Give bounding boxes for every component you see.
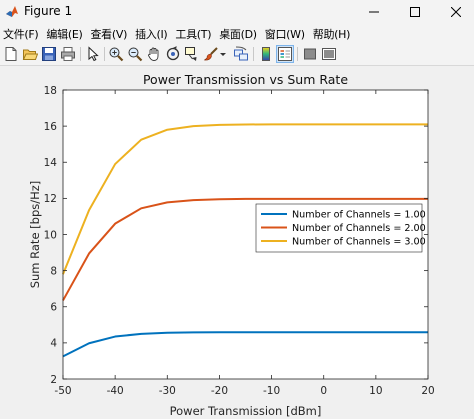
- open-file-icon: [22, 49, 38, 60]
- figure-toolbar: [0, 43, 474, 66]
- insert-colorbar-button[interactable]: [258, 46, 274, 62]
- menu-help[interactable]: 帮助(H): [312, 27, 351, 41]
- x-tick-label: -40: [107, 385, 124, 397]
- link-plot-button[interactable]: [233, 46, 249, 62]
- save-icon: [42, 47, 56, 61]
- x-tick-label: 10: [369, 385, 382, 397]
- open-file-button[interactable]: [22, 46, 38, 62]
- title-bar: Figure 1: [0, 0, 474, 24]
- legend-entry-2: Number of Channels = 2.00: [292, 223, 426, 234]
- y-tick-label: 6: [50, 302, 57, 314]
- x-tick-label: 20: [421, 385, 434, 397]
- toolbar-separator: [253, 47, 254, 61]
- menu-insert[interactable]: 插入(I): [135, 27, 168, 41]
- x-tick-label: -20: [211, 385, 228, 397]
- x-tick-label: -30: [159, 385, 176, 397]
- toolbar-separator: [297, 47, 298, 61]
- edit-plot-button[interactable]: [85, 46, 101, 62]
- zoom-out-icon: [128, 47, 143, 62]
- zoom-in-button[interactable]: [108, 46, 124, 62]
- minimize-button[interactable]: [356, 0, 392, 24]
- hide-plot-tools-icon: [304, 48, 316, 60]
- pan-icon: [148, 47, 159, 61]
- window-title: Figure 1: [24, 4, 73, 18]
- rotate-3d-button[interactable]: [165, 46, 181, 62]
- data-cursor-button[interactable]: [184, 46, 200, 62]
- toolbar-separator: [80, 47, 81, 61]
- menu-view[interactable]: 查看(V): [90, 27, 128, 41]
- y-tick-label: 10: [44, 229, 57, 241]
- toolbar-separator: [104, 47, 105, 61]
- close-icon: [451, 7, 461, 17]
- maximize-button[interactable]: [397, 0, 433, 24]
- chart-legend[interactable]: Number of Channels = 1.00 Number of Chann…: [255, 203, 426, 253]
- figure-canvas: -50 -40 -30 -20 -10 0 10 20 2 4 6 8 10 12 14 16 18 Powe…: [0, 66, 474, 419]
- brush-dropdown-button[interactable]: [219, 46, 227, 62]
- chart-title: Power Transmission vs Sum Rate: [143, 72, 348, 87]
- series-line-2[interactable]: [62, 197, 428, 301]
- x-tick-label: -10: [263, 385, 280, 397]
- series-line-1[interactable]: [62, 331, 428, 358]
- y-tick-label: 4: [50, 338, 57, 350]
- y-tick-label: 12: [44, 193, 57, 205]
- rotate-3d-icon: [166, 46, 180, 61]
- print-icon: [61, 47, 75, 61]
- y-tick-label: 16: [44, 121, 58, 133]
- matlab-logo-icon: [6, 6, 18, 17]
- y-tick-label: 14: [44, 157, 58, 169]
- x-axis-label: Power Transmission [dBm]: [170, 404, 322, 418]
- y-tick-label: 18: [44, 85, 57, 97]
- menu-tools[interactable]: 工具(T): [175, 27, 212, 41]
- legend-entry-3: Number of Channels = 3.00: [292, 237, 426, 248]
- y-tick-label: 8: [50, 265, 57, 277]
- x-tick-label: 0: [320, 385, 327, 397]
- colorbar-icon: [262, 47, 270, 61]
- insert-legend-button[interactable]: [276, 45, 294, 63]
- new-figure-button[interactable]: [3, 46, 19, 62]
- brush-button[interactable]: [203, 46, 219, 62]
- pan-button[interactable]: [146, 46, 162, 62]
- y-axis-label: Sum Rate [bps/Hz]: [28, 181, 42, 289]
- menu-desktop[interactable]: 桌面(D): [219, 27, 257, 41]
- zoom-out-button[interactable]: [127, 46, 143, 62]
- show-plot-tools-icon: [322, 48, 336, 60]
- y-tick-label: 2: [50, 374, 57, 386]
- hide-plot-tools-button[interactable]: [302, 46, 318, 62]
- x-tick-label: -50: [54, 385, 71, 397]
- minimize-icon: [369, 11, 379, 13]
- brush-dropdown-icon: [220, 53, 226, 56]
- show-plot-tools-button[interactable]: [321, 46, 337, 62]
- link-plot-icon: [234, 46, 248, 61]
- menu-bar: 文件(F) 编辑(E) 查看(V) 插入(I) 工具(T) 桌面(D) 窗口(W…: [0, 24, 474, 43]
- close-button[interactable]: [438, 0, 474, 24]
- series-line-3[interactable]: [62, 123, 428, 275]
- new-figure-icon: [5, 47, 17, 61]
- zoom-in-icon: [109, 47, 124, 62]
- menu-window[interactable]: 窗口(W): [264, 27, 305, 41]
- print-button[interactable]: [60, 46, 76, 62]
- data-cursor-icon: [185, 47, 197, 61]
- line-chart[interactable]: -50 -40 -30 -20 -10 0 10 20 2 4 6 8 10 12 14 16 18 Powe…: [0, 66, 474, 419]
- brush-icon: [203, 47, 218, 61]
- pointer-icon: [88, 46, 99, 62]
- menu-file[interactable]: 文件(F): [3, 27, 39, 41]
- legend-icon: [278, 47, 292, 61]
- legend-entry-1: Number of Channels = 1.00: [292, 210, 426, 221]
- save-button[interactable]: [41, 46, 57, 62]
- maximize-icon: [410, 7, 420, 17]
- menu-edit[interactable]: 编辑(E): [46, 27, 83, 41]
